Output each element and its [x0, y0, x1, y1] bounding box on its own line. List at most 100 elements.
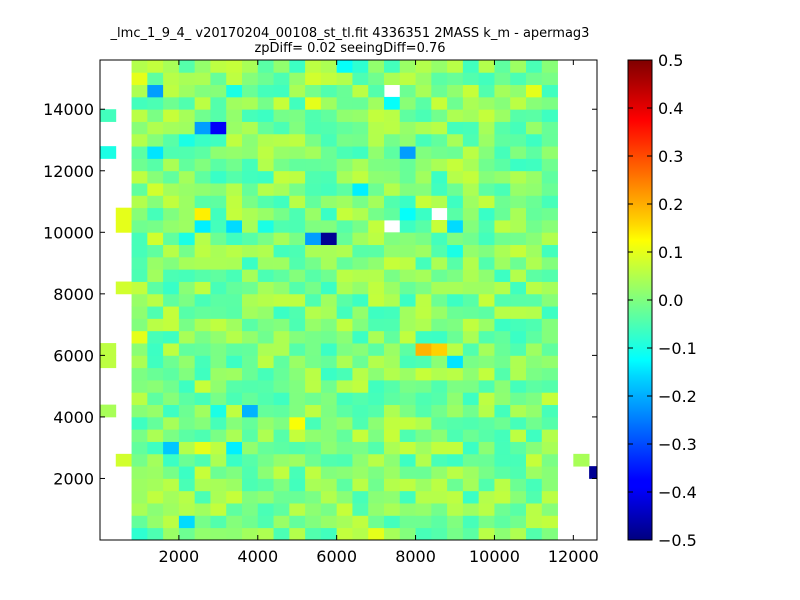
heatmap-cell: [273, 269, 290, 282]
heatmap-cell: [305, 306, 322, 319]
heatmap-cell: [289, 416, 306, 430]
heatmap-cell: [526, 293, 543, 307]
heatmap-cell: [431, 96, 448, 110]
heatmap-cell: [273, 220, 290, 233]
heatmap-cell: [399, 490, 416, 504]
heatmap-cell: [526, 256, 543, 270]
heatmap-cell: [147, 220, 164, 233]
heatmap-cell: [462, 158, 480, 172]
heatmap-cell: [415, 392, 432, 406]
heatmap-cell: [257, 453, 274, 467]
heatmap-cell: [352, 170, 369, 184]
heatmap-cell: [526, 72, 543, 86]
heatmap-cell: [431, 416, 448, 430]
heatmap-cell: [273, 183, 290, 196]
heatmap-cell: [447, 515, 464, 529]
heatmap-cell: [226, 146, 243, 159]
heatmap-cell: [462, 207, 480, 221]
heatmap-cell: [541, 133, 558, 147]
heatmap-cell: [431, 478, 448, 492]
heatmap-cell: [194, 84, 211, 98]
heatmap-cell: [510, 281, 527, 295]
heatmap-cell: [462, 109, 480, 122]
heatmap-cell: [415, 293, 432, 307]
heatmap-cell: [510, 158, 527, 172]
heatmap-cell: [541, 232, 558, 246]
heatmap-cell: [384, 281, 401, 295]
heatmap-cell: [210, 232, 227, 246]
heatmap-cell: [257, 306, 274, 319]
heatmap-cell: [178, 146, 196, 159]
heatmap-cell: [399, 416, 416, 430]
heatmap-cell: [226, 306, 243, 319]
heatmap-cell: [131, 220, 148, 233]
heatmap-cell: [273, 195, 290, 209]
heatmap-cell: [462, 503, 480, 516]
heatmap-cell: [478, 515, 495, 529]
heatmap-cell: [273, 60, 290, 73]
heatmap-cell: [447, 380, 464, 393]
heatmap-cell: [305, 404, 322, 418]
heatmap-cell: [336, 96, 353, 110]
heatmap-cell: [163, 220, 180, 233]
heatmap-cell: [320, 244, 338, 258]
heatmap-cell: [526, 478, 543, 492]
heatmap-cell: [336, 392, 353, 406]
heatmap-cell: [320, 170, 338, 184]
heatmap-cell: [447, 416, 464, 430]
x-axis: 2000 4000 6000 8000 10000 12000: [159, 60, 599, 566]
heatmap-cell: [399, 121, 416, 135]
heatmap-cell: [494, 527, 511, 541]
heatmap-cell: [226, 478, 243, 492]
heatmap-cell: [289, 207, 306, 221]
heatmap-cell: [305, 380, 322, 393]
heatmap-cell: [273, 404, 290, 418]
heatmap-cell: [478, 306, 495, 319]
heatmap-cell: [368, 195, 385, 209]
heatmap-cell: [226, 183, 243, 196]
heatmap-cell: [178, 392, 196, 406]
heatmap-cell: [305, 392, 322, 406]
heatmap-cell: [447, 195, 464, 209]
heatmap-cell: [431, 527, 448, 541]
heatmap-cell: [541, 515, 558, 529]
heatmap-cell: [131, 281, 148, 295]
heatmap-cell: [510, 318, 527, 332]
heatmap-cell: [226, 207, 243, 221]
heatmap-cell: [242, 404, 259, 418]
heatmap-cell: [336, 60, 353, 73]
heatmap-cell: [447, 121, 464, 135]
heatmap-cell: [147, 330, 164, 344]
heatmap-cell: [194, 121, 211, 135]
heatmap-cell: [384, 318, 401, 332]
heatmap-cell: [163, 293, 180, 307]
heatmap-cell: [415, 121, 432, 135]
heatmap-cell: [462, 121, 480, 135]
heatmap-cell: [510, 195, 527, 209]
heatmap-cell: [494, 244, 511, 258]
heatmap-cell: [399, 109, 416, 122]
heatmap-cell: [431, 318, 448, 332]
heatmap-cell: [194, 527, 211, 541]
heatmap-cell: [431, 195, 448, 209]
heatmap-cell: [447, 183, 464, 196]
heatmap-cell: [368, 281, 385, 295]
heatmap-cell: [257, 478, 274, 492]
heatmap-cell: [305, 478, 322, 492]
heatmap-cell: [494, 133, 511, 147]
heatmap-cell: [431, 60, 448, 73]
heatmap-cell: [462, 232, 480, 246]
heatmap-cell: [273, 367, 290, 381]
heatmap-cell: [510, 306, 527, 319]
heatmap-cell: [273, 207, 290, 221]
heatmap-cell: [242, 466, 259, 479]
heatmap-cell: [289, 269, 306, 282]
heatmap-cell: [320, 256, 338, 270]
heatmap-cell: [510, 72, 527, 86]
heatmap-cell: [526, 490, 543, 504]
heatmap-cell: [242, 121, 259, 135]
heatmap-cell: [210, 133, 227, 147]
heatmap-cell: [368, 330, 385, 344]
heatmap-cell: [431, 380, 448, 393]
heatmap-cell: [510, 478, 527, 492]
